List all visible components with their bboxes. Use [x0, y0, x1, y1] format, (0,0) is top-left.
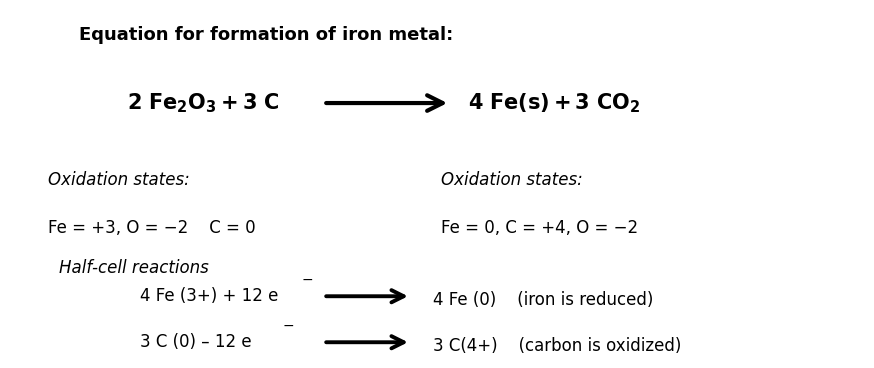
Text: 4 Fe (3+) + 12 e: 4 Fe (3+) + 12 e [140, 287, 278, 305]
Text: 3 C (0) – 12 e: 3 C (0) – 12 e [140, 333, 252, 351]
Text: Half-cell reactions: Half-cell reactions [59, 259, 209, 277]
Text: Fe = +3, O = −2    C = 0: Fe = +3, O = −2 C = 0 [48, 219, 256, 237]
Text: Oxidation states:: Oxidation states: [48, 171, 190, 189]
Text: Oxidation states:: Oxidation states: [441, 171, 583, 189]
Text: 3 C(4+)    (carbon is oxidized): 3 C(4+) (carbon is oxidized) [433, 337, 681, 355]
Text: Fe = 0, C = +4, O = −2: Fe = 0, C = +4, O = −2 [441, 219, 639, 237]
Text: $\mathbf{2\ Fe_2O_3 + 3\ C}$: $\mathbf{2\ Fe_2O_3 + 3\ C}$ [127, 91, 279, 115]
Text: $\mathbf{4\ Fe(s) + 3\ CO_2}$: $\mathbf{4\ Fe(s) + 3\ CO_2}$ [468, 91, 640, 115]
Text: −: − [302, 273, 313, 287]
Text: Equation for formation of iron metal:: Equation for formation of iron metal: [79, 26, 453, 44]
Text: 4 Fe (0)    (iron is reduced): 4 Fe (0) (iron is reduced) [433, 291, 653, 309]
Text: −: − [282, 319, 294, 333]
